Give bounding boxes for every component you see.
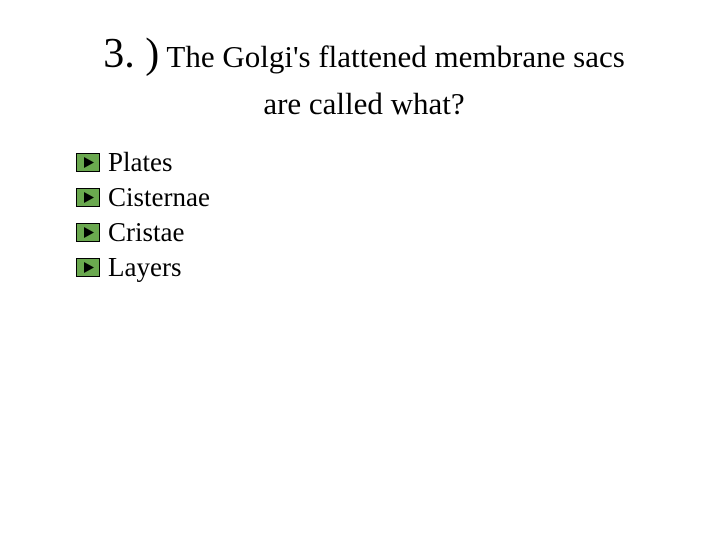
option-label: Cisternae — [108, 182, 210, 213]
play-bullet-icon — [76, 153, 100, 172]
play-bullet-icon — [76, 188, 100, 207]
option-label: Cristae — [108, 217, 184, 248]
option-cristae[interactable]: Cristae — [76, 217, 670, 248]
question-text-line1: The Golgi's flattened membrane sacs — [166, 39, 624, 74]
options-list: Plates Cisternae Cristae — [76, 147, 670, 283]
play-bullet-icon — [76, 223, 100, 242]
option-plates[interactable]: Plates — [76, 147, 670, 178]
play-bullet-icon — [76, 258, 100, 277]
question-heading: 3. ) The Golgi's flattened membrane sacs… — [58, 26, 670, 125]
slide-container: 3. ) The Golgi's flattened membrane sacs… — [0, 0, 720, 540]
option-layers[interactable]: Layers — [76, 252, 670, 283]
option-label: Plates — [108, 147, 173, 178]
question-number: 3. ) — [103, 31, 159, 77]
option-cisternae[interactable]: Cisternae — [76, 182, 670, 213]
option-label: Layers — [108, 252, 181, 283]
question-text-line2: are called what? — [263, 86, 464, 121]
